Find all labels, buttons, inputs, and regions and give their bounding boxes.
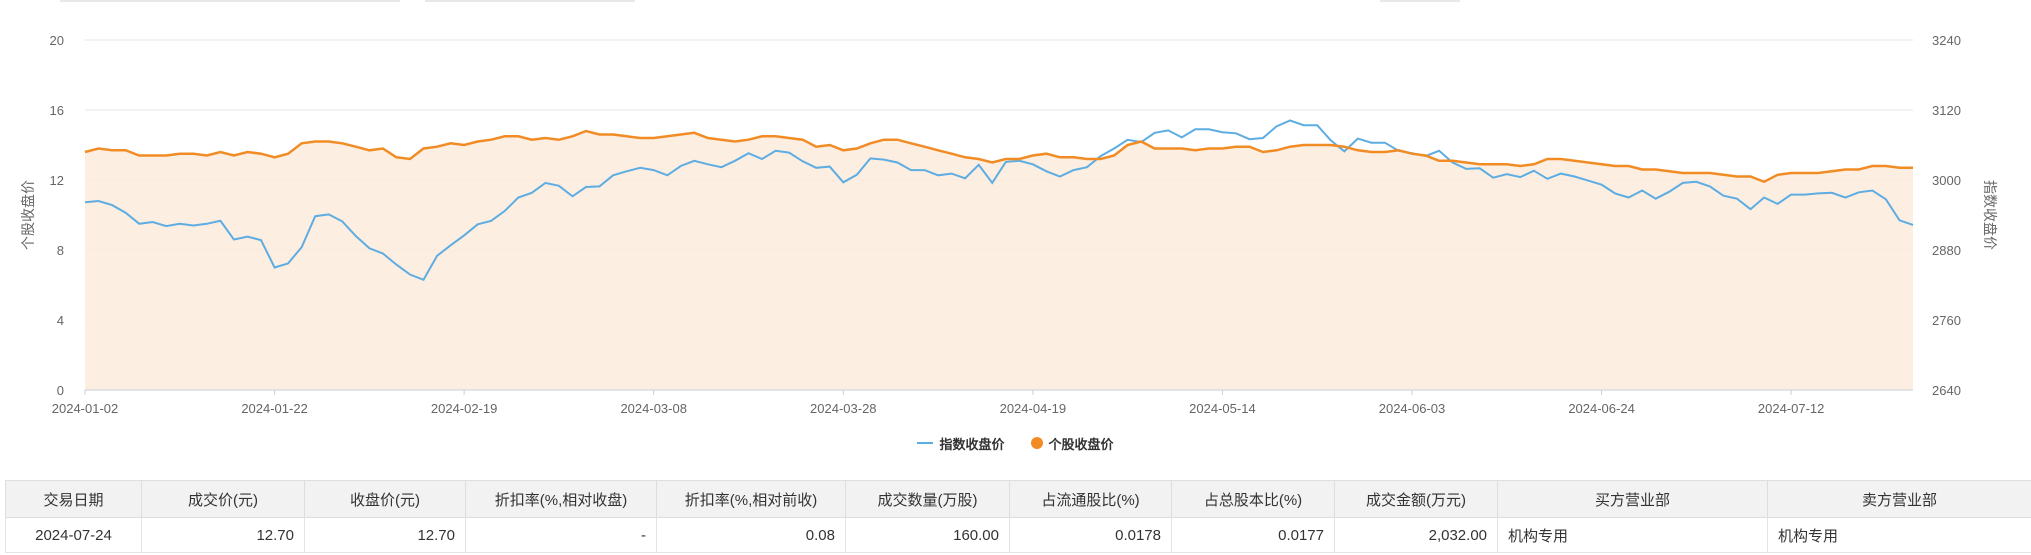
x-tick-label: 2024-02-19	[431, 401, 498, 416]
index-close-line	[84, 119, 1914, 282]
y-right-tick-label: 2760	[1932, 313, 1961, 328]
x-tick-label: 2024-01-22	[241, 401, 308, 416]
top-tab-stub-2	[425, 0, 635, 2]
x-tick-label: 2024-03-08	[620, 401, 687, 416]
header-float-ratio: 占流通股比(%)	[1009, 480, 1172, 518]
x-tick-label: 2024-01-02	[52, 401, 119, 416]
cell-discount-close: -	[465, 517, 657, 553]
header-seller: 卖方营业部	[1767, 480, 2031, 518]
y-right-tick-label: 3240	[1932, 33, 1961, 48]
price-chart: 0 4 8 12 16 20 2640 2760 2880 3000 3120 3240 2024-01…	[0, 33, 2031, 454]
header-trade-price: 成交价(元)	[141, 480, 305, 518]
cell-trade-price: 12.70	[141, 517, 305, 553]
block-trade-table: 交易日期 成交价(元) 收盘价(元) 折扣率(%,相对收盘) 折扣率(%,相对前…	[5, 480, 2031, 553]
stock-close-line	[84, 129, 1913, 184]
table-row: 2024-07-24 12.70 12.70 - 0.08 160.00 0.0…	[5, 517, 2031, 553]
header-discount-close: 折扣率(%,相对收盘)	[465, 480, 657, 518]
stock-area-fill	[85, 131, 1913, 390]
y-left-tick-label: 12	[50, 173, 64, 188]
header-total-ratio: 占总股本比(%)	[1171, 480, 1335, 518]
y-left-tick-label: 20	[50, 33, 64, 48]
table-header-row: 交易日期 成交价(元) 收盘价(元) 折扣率(%,相对收盘) 折扣率(%,相对前…	[5, 480, 2031, 518]
y-left-tick-label: 4	[57, 313, 64, 328]
cell-discount-prev: 0.08	[656, 517, 846, 553]
top-tab-stub-3	[1380, 0, 1460, 2]
y-axis-left-title: 个股收盘价	[20, 180, 36, 250]
cell-seller: 机构专用	[1767, 517, 2031, 553]
x-tick-label: 2024-06-24	[1568, 401, 1635, 416]
chart-legend: 指数收盘价 个股收盘价	[0, 432, 2031, 454]
y-right-tick-label: 3120	[1932, 103, 1961, 118]
header-buyer: 买方营业部	[1497, 480, 1768, 518]
y-left-tick-label: 0	[57, 383, 64, 398]
cell-close-price: 12.70	[304, 517, 466, 553]
legend-label-index: 指数收盘价	[939, 436, 1005, 452]
legend-item-stock[interactable]: 个股收盘价	[1030, 432, 1114, 454]
x-tick-label: 2024-03-28	[810, 401, 877, 416]
legend-dot-icon	[1030, 437, 1043, 449]
cell-buyer: 机构专用	[1497, 517, 1768, 553]
header-close-price: 收盘价(元)	[304, 480, 466, 518]
chart-svg: 0 4 8 12 16 20 2640 2760 2880 3000 3120 3240 2024-01…	[20, 33, 1998, 416]
y-right-tick-label: 3000	[1932, 173, 1961, 188]
header-amount: 成交金额(万元)	[1334, 480, 1498, 518]
header-trade-date: 交易日期	[5, 480, 142, 518]
header-volume: 成交数量(万股)	[845, 480, 1010, 518]
legend-line-icon	[917, 442, 934, 444]
legend-label-stock: 个股收盘价	[1048, 436, 1114, 452]
cell-volume: 160.00	[845, 517, 1010, 553]
cell-trade-date: 2024-07-24	[5, 517, 142, 553]
x-tick-label: 2024-06-03	[1379, 401, 1446, 416]
header-discount-prev: 折扣率(%,相对前收)	[656, 480, 846, 518]
x-tick-label: 2024-05-14	[1189, 401, 1256, 416]
cell-amount: 2,032.00	[1334, 517, 1498, 553]
y-left-tick-label: 8	[57, 243, 64, 258]
y-right-tick-label: 2640	[1932, 383, 1961, 398]
cell-float-ratio: 0.0178	[1009, 517, 1172, 553]
y-right-tick-label: 2880	[1932, 243, 1961, 258]
y-axis-right-title: 指数收盘价	[1982, 180, 1998, 250]
legend-item-index[interactable]: 指数收盘价	[917, 432, 1005, 454]
x-tick-label: 2024-07-12	[1758, 401, 1825, 416]
y-left-tick-label: 16	[50, 103, 64, 118]
top-tab-stub-1	[60, 0, 400, 2]
cell-total-ratio: 0.0177	[1171, 517, 1335, 553]
x-tick-label: 2024-04-19	[1000, 401, 1067, 416]
